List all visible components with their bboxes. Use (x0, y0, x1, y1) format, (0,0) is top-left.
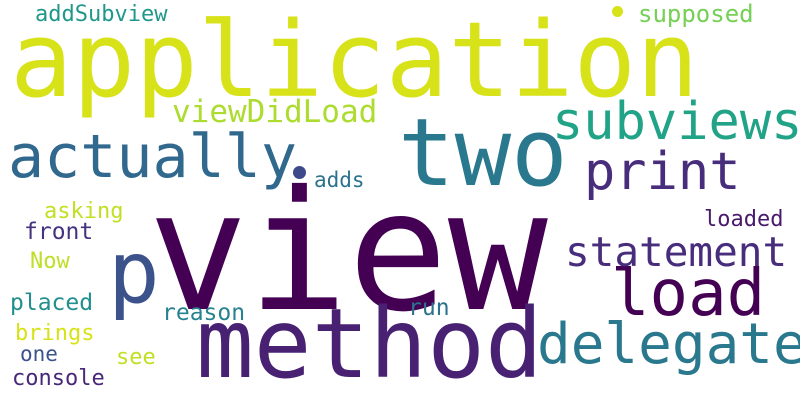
word-front: front (24, 219, 94, 245)
word-loaded: loaded (704, 207, 784, 232)
word-addSubview: addSubview (35, 2, 168, 27)
word-console: console (12, 366, 105, 391)
word-Now: Now (30, 249, 70, 274)
word-asking: asking (44, 199, 124, 224)
word-two: two (398, 99, 568, 208)
word-statement: statement (565, 228, 788, 276)
word-application: application (10, 0, 699, 121)
dot-mark-2 (612, 6, 623, 17)
dot-mark-1 (293, 166, 306, 179)
word-brings: brings (15, 321, 95, 346)
word-p: p (108, 223, 160, 323)
word-reason: reason (162, 300, 246, 326)
word-run: run (408, 295, 450, 321)
word-one: one (20, 342, 58, 366)
word-view: view (148, 156, 548, 349)
word-supposed: supposed (638, 0, 754, 28)
word-load: load (611, 257, 766, 331)
word-adds: adds (314, 168, 365, 192)
word-method: method (196, 288, 543, 400)
word-actually: actually (8, 122, 297, 192)
word-placed: placed (10, 290, 94, 316)
word-viewDidLoad: viewDidLoad (172, 94, 378, 130)
word-subviews: subviews (552, 92, 800, 152)
word-delegate: delegate (537, 312, 800, 377)
word-print: print (584, 142, 741, 202)
word-see: see (116, 345, 156, 370)
